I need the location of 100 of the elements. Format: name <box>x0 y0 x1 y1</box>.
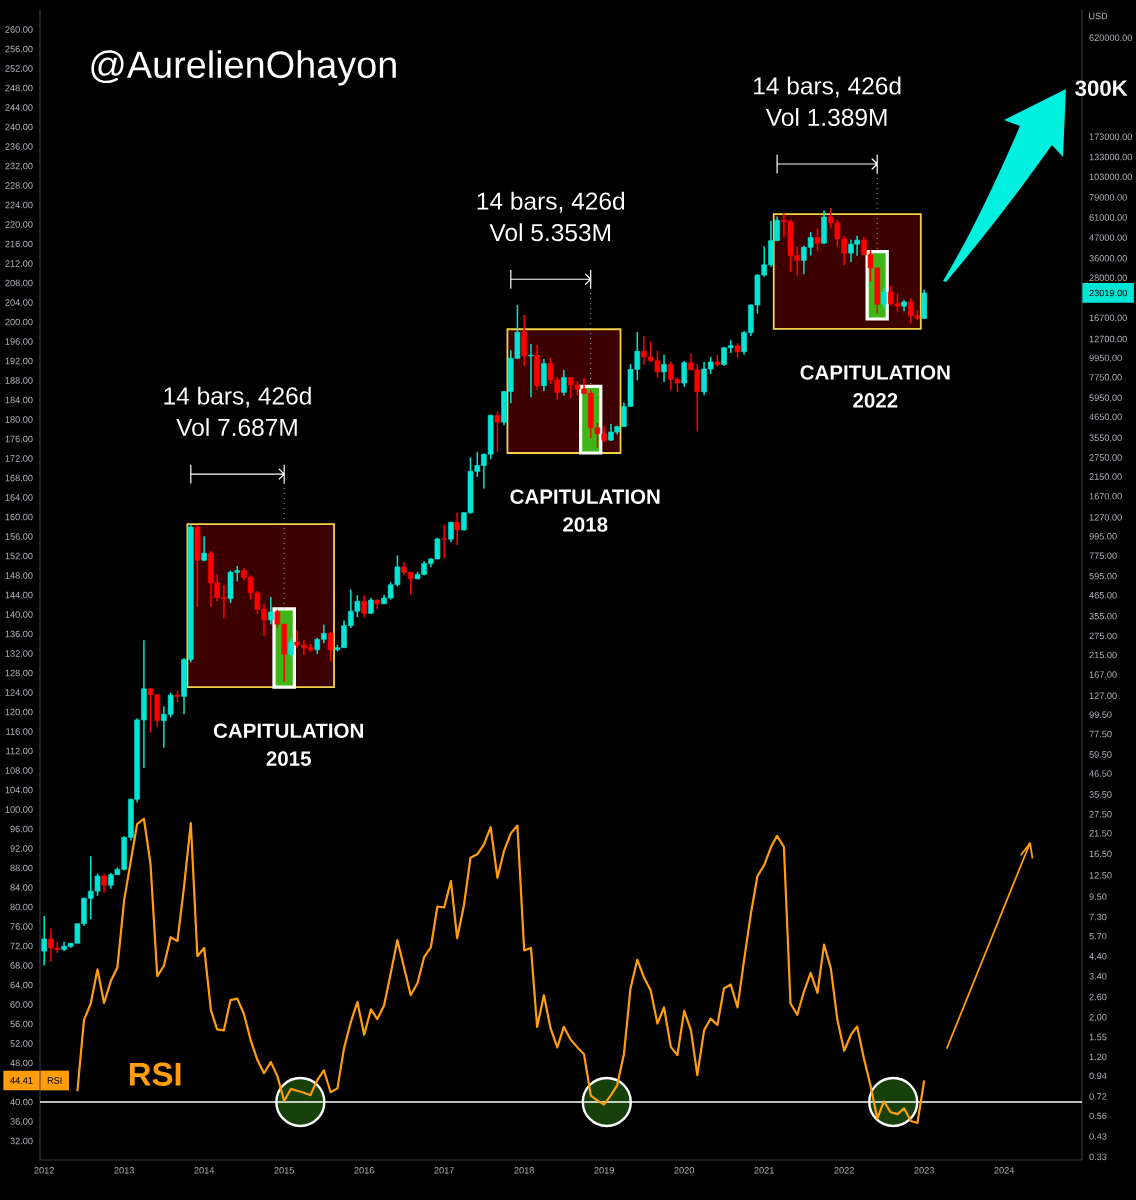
y-tick-label: 72.00 <box>10 942 33 950</box>
y-tick-label: 256.00 <box>5 45 33 53</box>
text: RSI <box>47 1077 62 1084</box>
y2-tick-label: 215.00 <box>1089 651 1117 659</box>
y-tick-label: 128.00 <box>5 669 33 677</box>
y-tick-label: 168.00 <box>5 474 33 482</box>
candlestick <box>494 410 501 453</box>
band-label: CAPITULATION 2015 <box>213 723 363 766</box>
candlestick <box>881 286 887 310</box>
annotation: Vol 7.687M <box>176 418 297 437</box>
y-tick-label: 32.00 <box>10 1137 33 1145</box>
y2-tick-label: 1.55 <box>1089 1033 1107 1041</box>
band-label: CAPITULATION 2022 <box>800 365 950 408</box>
candlestick <box>361 594 367 619</box>
y-tick-label: 84.00 <box>10 884 33 891</box>
y-tick-label: 180.00 <box>5 416 33 423</box>
y2-tick-label: 23019.00 <box>1089 289 1127 297</box>
y2-tick-label: 2150.00 <box>1089 473 1122 480</box>
candlestick <box>201 535 207 563</box>
y2-tick-label: 77.50 <box>1089 730 1112 738</box>
y-tick-label: 132.00 <box>5 650 33 657</box>
x-tick-label: 2018 <box>514 1167 534 1174</box>
y2-tick-label: 620000.00 <box>1089 34 1133 42</box>
y-tick-label: 124.00 <box>5 689 33 696</box>
x-tick-label: 2024 <box>994 1167 1015 1174</box>
y-tick-label: 48.00 <box>10 1059 33 1067</box>
y-tick-label: 40.00 <box>10 1098 33 1106</box>
candlestick <box>681 360 687 388</box>
y-tick-label: 240.00 <box>5 123 33 131</box>
x-tick-label: 2022 <box>834 1167 854 1174</box>
y-tick-label: 80.00 <box>10 903 33 911</box>
y-tick-label: 116.00 <box>6 728 33 735</box>
y2-tick-label: 1270.00 <box>1089 514 1122 521</box>
y-tick-label: 56.00 <box>10 1020 33 1028</box>
y-tick-label: 140.00 <box>5 611 33 618</box>
y2-tick-label: 99.50 <box>1089 711 1112 718</box>
y-tick-label: 212.00 <box>5 260 33 267</box>
y-tick-label: 252.00 <box>5 65 33 72</box>
y-tick-label: 108.00 <box>5 767 33 774</box>
y2-tick-label: 61000.00 <box>1089 214 1127 221</box>
candlestick <box>541 358 547 392</box>
y-tick-label: 100.00 <box>5 806 33 813</box>
y-tick-label: 192.00 <box>5 357 33 365</box>
y2-tick-label: 7750.00 <box>1089 374 1122 381</box>
y-tick-label: 52.00 <box>10 1040 33 1047</box>
x-tick-label: 2020 <box>674 1167 695 1174</box>
annotation: 14 bars, 426d <box>477 191 625 213</box>
y-tick-label: 64.00 <box>10 981 33 989</box>
y2-tick-label: 595.00 <box>1089 572 1117 580</box>
band-label: CAPITULATION 2018 <box>510 489 660 532</box>
y-tick-label: 96.00 <box>10 825 33 833</box>
y-tick-label: 260.00 <box>5 26 33 33</box>
y-tick-label: 68.00 <box>10 962 33 969</box>
y2-tick-label: 47000.00 <box>1089 234 1127 241</box>
y-tick-label: 160.00 <box>5 513 33 521</box>
y-tick-label: 92.00 <box>10 845 33 852</box>
annotation: Vol 5.353M <box>489 223 611 242</box>
y-tick-label: 184.00 <box>5 396 33 404</box>
y2-tick-label: 0.72 <box>1089 1093 1107 1100</box>
y2-tick-label: 9.50 <box>1089 893 1107 900</box>
x-tick-label: 2016 <box>354 1167 374 1174</box>
y-tick-label: 188.00 <box>5 377 33 384</box>
candlestick <box>268 596 274 625</box>
y-tick-label: 196.00 <box>5 338 33 345</box>
candlestick <box>528 343 534 399</box>
x-tick-label: 2015 <box>274 1167 294 1174</box>
candlestick <box>41 915 47 967</box>
y-tick-label: 148.00 <box>5 572 33 579</box>
x-tick-label: 2017 <box>434 1167 454 1174</box>
y2-tick-label: 127.00 <box>1089 692 1117 699</box>
y-tick-label: 144.00 <box>5 591 33 599</box>
y-tick-label: 156.00 <box>5 533 33 540</box>
y-tick-label: 152.00 <box>5 552 33 560</box>
y-tick-label: 136.00 <box>5 630 33 638</box>
y-tick-label: 76.00 <box>10 923 33 930</box>
y-tick-label: 44.41 <box>10 1077 33 1084</box>
y-tick-label: 224.00 <box>5 201 33 209</box>
y-tick-label: 60.00 <box>10 1001 33 1008</box>
y2-tick-label: 12700.00 <box>1089 335 1127 343</box>
x-tick-label: 2012 <box>34 1167 54 1174</box>
y2-tick-label: 5950.00 <box>1089 394 1122 401</box>
y-tick-label: 176.00 <box>5 435 33 443</box>
y-tick-label: 104.00 <box>5 786 33 794</box>
candlestick <box>561 369 567 397</box>
y2-tick-label: 133000.00 <box>1089 153 1133 161</box>
y2-tick-label: 1.20 <box>1089 1053 1107 1061</box>
y2-tick-label: 12.50 <box>1089 872 1112 879</box>
y2-tick-label: 5.70 <box>1089 932 1107 940</box>
y2-tick-label: 167.00 <box>1089 671 1117 678</box>
y2-tick-label: 2.60 <box>1089 993 1107 1001</box>
candlestick <box>661 353 667 383</box>
y2-tick-label: 3550.00 <box>1089 434 1122 442</box>
y-tick-label: 164.00 <box>5 494 33 501</box>
y2-tick-label: 16700.00 <box>1089 314 1127 322</box>
y-tick-label: 220.00 <box>5 221 33 228</box>
y2-tick-label: 173000.00 <box>1089 133 1133 140</box>
y2-tick-label: 4.40 <box>1089 952 1107 960</box>
legend-label: RSI <box>129 1062 181 1086</box>
y2-tick-label: 7.30 <box>1089 913 1107 921</box>
y2-tick-label: 9950.00 <box>1089 354 1122 362</box>
